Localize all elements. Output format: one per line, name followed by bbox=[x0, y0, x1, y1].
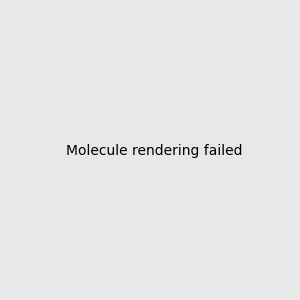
Text: Molecule rendering failed: Molecule rendering failed bbox=[65, 145, 242, 158]
